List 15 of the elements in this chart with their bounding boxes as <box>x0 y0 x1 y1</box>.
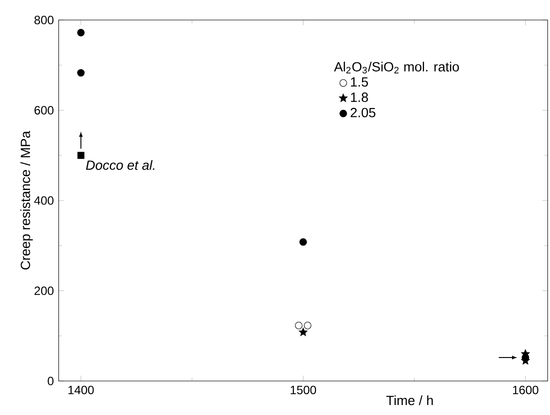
x-axis-title: Time / h <box>386 395 433 406</box>
legend-label: 1.8 <box>351 92 368 102</box>
y-tick-label: 200 <box>34 286 54 296</box>
y-tick-label: 800 <box>34 16 54 24</box>
legend-label: 1.5 <box>351 77 368 87</box>
series-label: Docco et al. <box>86 160 154 170</box>
x-tick-label: 1500 <box>290 386 316 394</box>
y-tick-label: 600 <box>34 106 54 115</box>
y-axis-title: Creep resistance / MPa <box>20 130 33 270</box>
x-tick-label: 1400 <box>68 386 94 394</box>
y-tick-label: 0 <box>48 376 54 386</box>
x-tick-label: 1600 <box>513 386 538 394</box>
legend-title: Al$_{2}$O$_{3}$/SiO$_{2}$ mol. ratio <box>334 62 459 74</box>
legend-label: 2.05 <box>350 108 376 118</box>
y-tick-label: 400 <box>34 196 54 205</box>
